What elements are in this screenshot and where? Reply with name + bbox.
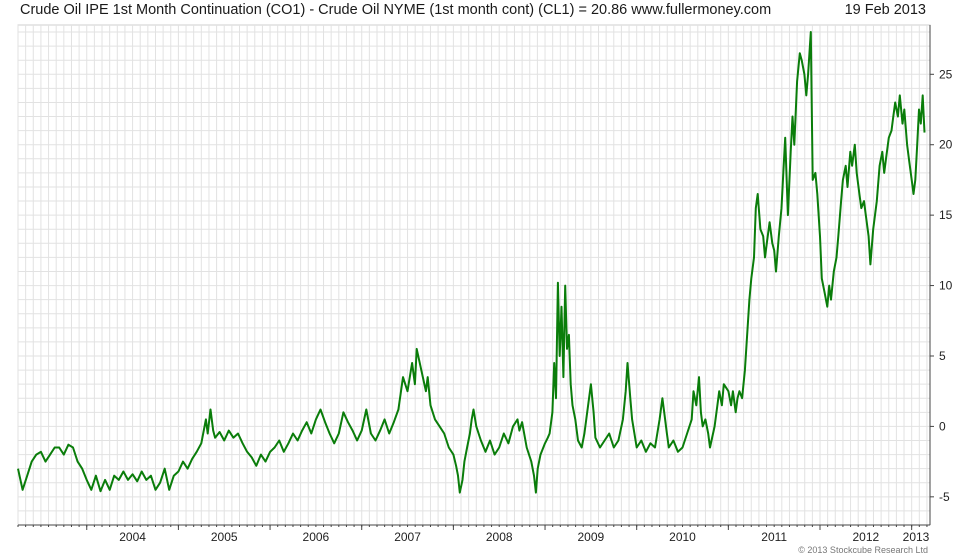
series-line	[17, 31, 926, 494]
line-chart: 2004 2005 2006 2007 2008 2009 2010 2011 2012 2013…	[17, 24, 953, 544]
grid	[17, 25, 930, 526]
x-tick-label: 2009	[578, 530, 605, 544]
y-tick-label: 0	[939, 419, 946, 433]
x-tick-label: 2006	[303, 530, 330, 544]
x-tick-label: 2012	[852, 530, 879, 544]
series-group	[17, 31, 926, 494]
y-tick-label: 5	[939, 349, 946, 363]
y-tick-label: 10	[939, 279, 953, 293]
y-axis-ticks: -5 0 5 10 15 20 25	[930, 67, 953, 504]
y-tick-label: 15	[939, 208, 953, 222]
x-axis-ticks: 2004 2005 2006 2007 2008 2009 2010 2011 2012 2013	[17, 525, 930, 544]
y-tick-label: 20	[939, 138, 953, 152]
y-tick-label: 25	[939, 67, 953, 81]
chart-date: 19 Feb 2013	[844, 2, 926, 18]
y-tick-label: -5	[939, 490, 950, 504]
copyright-credit: © 2013 Stockcube Research Ltd	[798, 545, 928, 555]
x-tick-label: 2007	[394, 530, 421, 544]
x-tick-label: 2008	[486, 530, 513, 544]
plot-frame	[17, 24, 931, 526]
chart-title: Crude Oil IPE 1st Month Continuation (CO…	[20, 2, 772, 18]
x-tick-label: 2010	[669, 530, 696, 544]
x-tick-label: 2004	[119, 530, 146, 544]
axes	[18, 25, 931, 526]
x-tick-label: 2013	[903, 530, 930, 544]
x-tick-label: 2005	[211, 530, 238, 544]
x-tick-label: 2011	[761, 530, 787, 544]
